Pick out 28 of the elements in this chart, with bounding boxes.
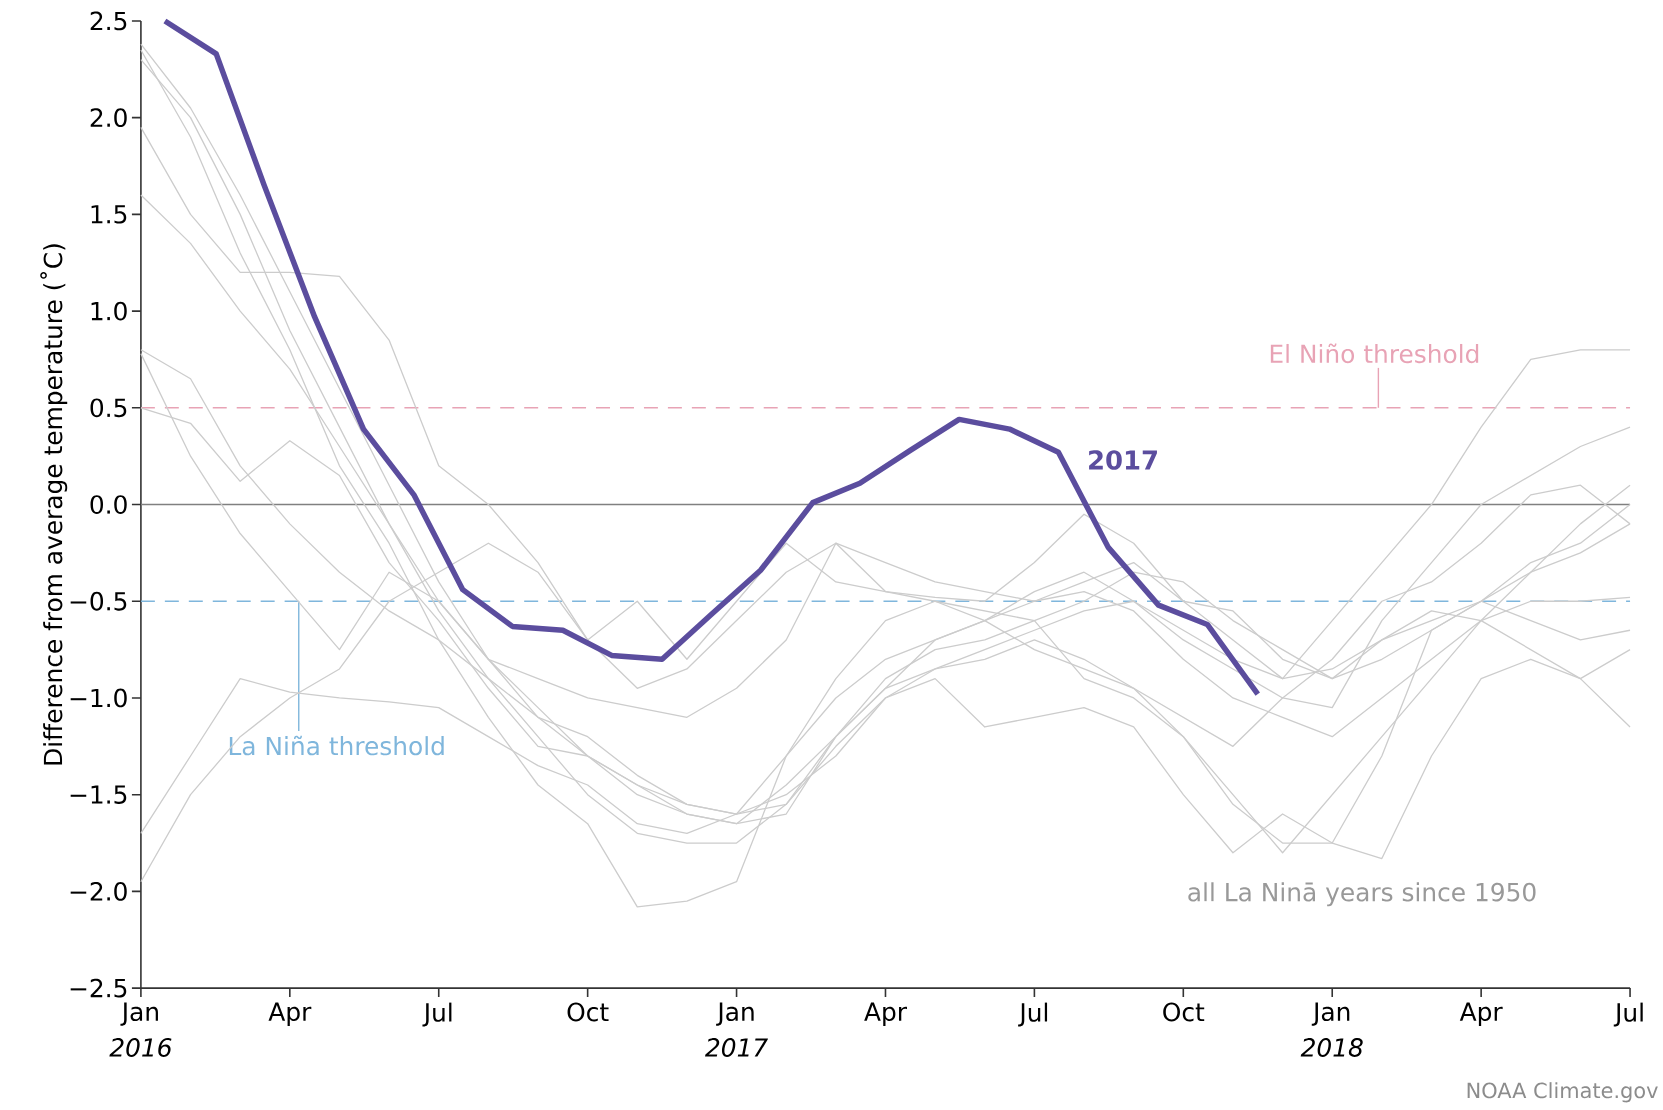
text: NOAA Climate.gov (1467, 1082, 1658, 1103)
y-tick-label: −2.0 (70, 882, 127, 901)
x-tick-label: Jul (422, 1002, 452, 1027)
x-tick-label: Apr (268, 1002, 312, 1026)
x-tick-label: Jan 2018 (1300, 1002, 1363, 1057)
y-tick-label: −0.5 (70, 591, 127, 611)
y-tick-label: 0.0 (90, 495, 127, 514)
x-tick-label: Jul (1613, 1002, 1643, 1027)
y-tick-label: −1.0 (70, 688, 127, 708)
y-tick-label: −2.5 (70, 978, 127, 998)
ref-line-label: La Niña threshold (229, 735, 444, 756)
x-tick-label: Apr (864, 1002, 907, 1026)
y-axis-title: Difference from average temperature (˚C) (40, 244, 68, 765)
annotation: all La Ninā years since 1950 (1188, 882, 1536, 907)
x-tick-label: Oct (1163, 1002, 1205, 1022)
x-tick-label: Apr (1459, 1002, 1503, 1026)
x-tick-label: Oct (567, 1002, 609, 1022)
x-tick-label: Jan 2017 (705, 1002, 768, 1057)
y-tick-label: 0.5 (90, 398, 127, 418)
ref-line-label: El Niño threshold (1270, 343, 1479, 364)
y-tick-label: −1.5 (70, 785, 127, 804)
y-tick-label: 1.0 (91, 301, 127, 321)
y-tick-label: 2.5 (90, 11, 127, 31)
x-tick-label: Jan 2016 (109, 1002, 172, 1057)
x-tick-label: Jul (1018, 1002, 1048, 1027)
series-label: 2017 (1089, 450, 1157, 470)
y-tick-label: 2.0 (90, 108, 127, 128)
y-tick-label: 1.5 (91, 205, 127, 224)
